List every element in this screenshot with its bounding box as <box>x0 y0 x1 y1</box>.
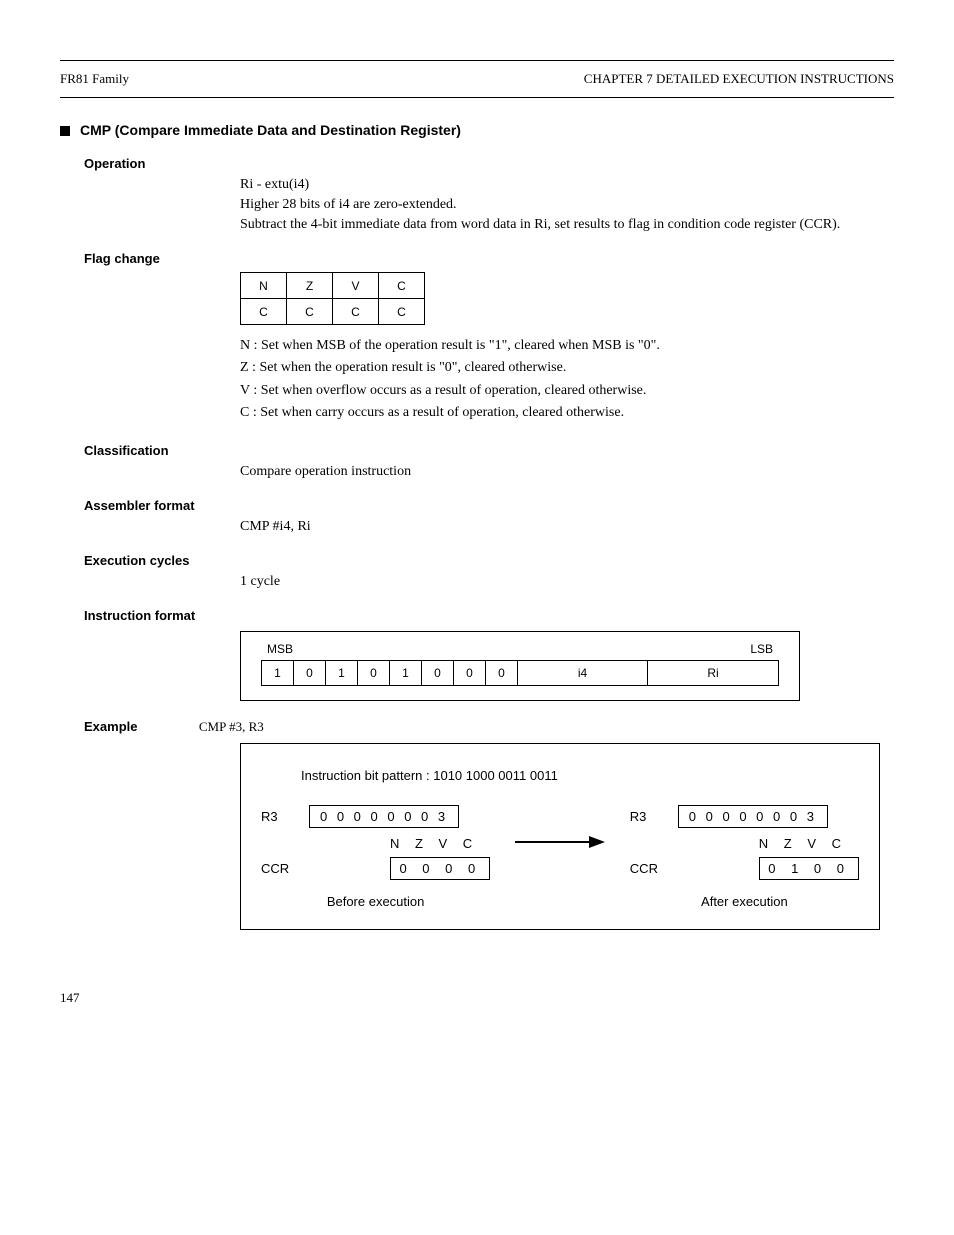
msb-label: MSB <box>267 642 293 656</box>
after-label: After execution <box>630 894 859 909</box>
operation-line1: Ri - extu(i4) <box>240 177 894 193</box>
after-col: R3 0 0 0 0 0 0 0 3 N Z V C CCR 0 1 0 0 A… <box>630 805 859 909</box>
operation-label: Operation <box>84 156 894 171</box>
flag-h-z: Z <box>287 273 333 299</box>
bit2: 1 <box>326 661 358 685</box>
header-right: CHAPTER 7 DETAILED EXECUTION INSTRUCTION… <box>584 71 894 87</box>
cycles-label: Execution cycles <box>84 553 894 568</box>
assembler-label: Assembler format <box>84 498 894 513</box>
bit3: 0 <box>358 661 390 685</box>
example-cmd: CMP #3, R3 <box>199 719 264 734</box>
flag-h-n: N <box>241 273 287 299</box>
r3-value-before: 0 0 0 0 0 0 0 3 <box>309 805 459 828</box>
bit6: 0 <box>454 661 486 685</box>
flag-v-c: C <box>379 299 425 325</box>
operation-line2: Higher 28 bits of i4 are zero-extended. <box>240 197 894 213</box>
bullet <box>60 126 70 136</box>
bit4: 1 <box>390 661 422 685</box>
flag-v-v: C <box>333 299 379 325</box>
ccr-label-before: CCR <box>261 861 309 876</box>
before-col: R3 0 0 0 0 0 0 0 3 N Z V C CCR 0 0 0 0 B… <box>261 805 490 909</box>
flag-v-n: C <box>241 299 287 325</box>
r3-value-after: 0 0 0 0 0 0 0 3 <box>678 805 828 828</box>
classification-text: Compare operation instruction <box>240 464 894 480</box>
field-i4: i4 <box>518 661 648 685</box>
r3-label-after: R3 <box>630 809 678 824</box>
before-label: Before execution <box>261 894 490 909</box>
ccr-value-after: 0 1 0 0 <box>759 857 859 880</box>
flag-h-v: V <box>333 273 379 299</box>
lsb-label: LSB <box>750 642 773 656</box>
example-box: Instruction bit pattern : 1010 1000 0011… <box>240 743 880 930</box>
cycles-text: 1 cycle <box>240 574 894 590</box>
flag-n-desc: N : Set when MSB of the operation result… <box>240 335 894 357</box>
flag-z-desc: Z : Set when the operation result is "0"… <box>240 357 894 379</box>
field-ri: Ri <box>648 661 778 685</box>
operation-line3: Subtract the 4-bit immediate data from w… <box>240 217 894 233</box>
classification-label: Classification <box>84 443 894 458</box>
ccr-label-after: CCR <box>630 861 678 876</box>
page-number: 147 <box>60 990 894 1006</box>
example-pattern: Instruction bit pattern : 1010 1000 0011… <box>301 768 859 783</box>
example-label: Example CMP #3, R3 <box>84 719 894 735</box>
section-title: CMP (Compare Immediate Data and Destinat… <box>80 122 461 138</box>
nzvc-after: N Z V C <box>630 836 859 851</box>
bit7: 0 <box>486 661 518 685</box>
bit1: 0 <box>294 661 326 685</box>
flag-label: Flag change <box>84 251 894 266</box>
bit5: 0 <box>422 661 454 685</box>
ccr-value-before: 0 0 0 0 <box>390 857 490 880</box>
header-left: FR81 Family <box>60 71 129 87</box>
bit0: 1 <box>262 661 294 685</box>
assembler-text: CMP #i4, Ri <box>240 519 894 535</box>
format-label: Instruction format <box>84 608 894 623</box>
bit-row: 1 0 1 0 1 0 0 0 i4 Ri <box>261 660 779 686</box>
nzvc-before: N Z V C <box>261 836 490 851</box>
flag-h-c: C <box>379 273 425 299</box>
arrow-icon <box>515 835 605 849</box>
flag-table: N Z V C C C C C <box>240 272 425 325</box>
r3-label-before: R3 <box>261 809 309 824</box>
flag-c-desc: C : Set when carry occurs as a result of… <box>240 402 894 424</box>
flag-v-z: C <box>287 299 333 325</box>
format-box: MSB LSB 1 0 1 0 1 0 0 0 i4 Ri <box>240 631 800 701</box>
flag-v-desc: V : Set when overflow occurs as a result… <box>240 380 894 402</box>
